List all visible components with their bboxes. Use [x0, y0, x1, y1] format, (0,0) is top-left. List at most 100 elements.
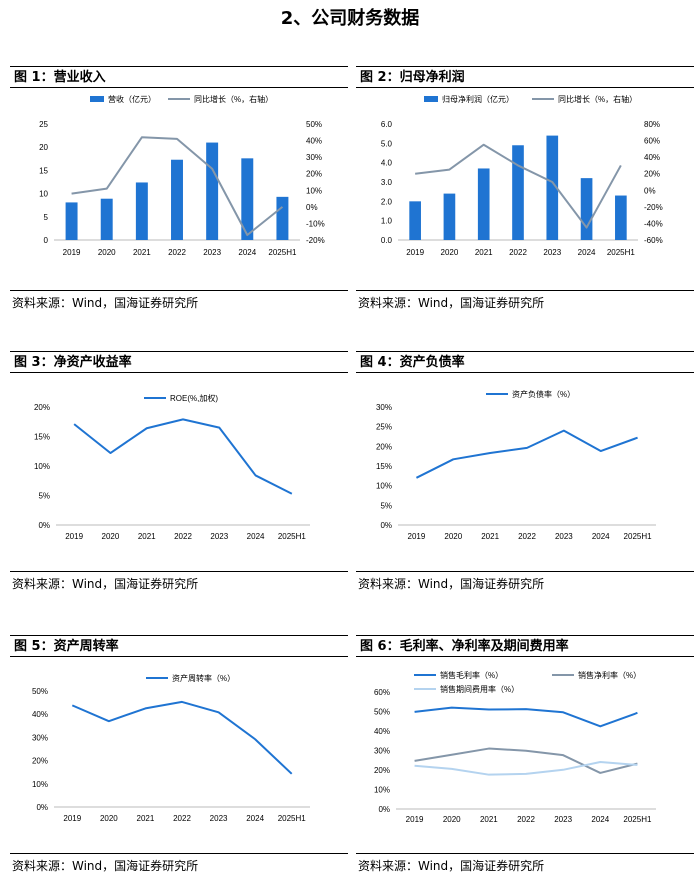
- x-tick-label: 2020: [443, 815, 461, 824]
- figure-2-chart: 0.0 1.0 2.0 3.0 4.0 5.0 6.0 -60% -40% -20% 0% 20% 40…: [381, 94, 663, 257]
- bar: [615, 195, 627, 240]
- y-tick-label: 0%: [36, 803, 48, 812]
- x-tick-label: 2025H1: [607, 248, 636, 257]
- x-tick-label: 2024: [592, 532, 610, 541]
- x-tick-label: 2022: [518, 532, 536, 541]
- figure-title: 图 4：资产负债率: [356, 351, 694, 373]
- y-tick-label: 2.0: [381, 197, 393, 206]
- x-tick-label: 2021: [137, 814, 155, 823]
- y2-tick-label: 10%: [306, 186, 322, 195]
- y-tick-label: 1.0: [381, 217, 393, 226]
- x-tick-label: 2023: [210, 814, 228, 823]
- series-line: [71, 700, 293, 775]
- y-tick-label: 40%: [374, 727, 390, 736]
- y-tick-label: 30%: [32, 733, 48, 742]
- x-tick-label: 2019: [406, 248, 424, 257]
- y-tick-label: 20%: [32, 757, 48, 766]
- x-tick-label: 2024: [246, 814, 264, 823]
- figure-title: 图 6：毛利率、净利率及期间费用率: [356, 635, 694, 657]
- y2-tick-label: -20%: [644, 203, 663, 212]
- bar: [409, 201, 421, 240]
- y2-tick-label: 50%: [306, 120, 322, 129]
- series-line: [73, 418, 293, 495]
- y2-tick-label: 80%: [644, 120, 660, 129]
- figure-4-chart: 0% 5% 10% 15% 20% 25% 30% 2019 2020 2021 2022 2023 2…: [376, 389, 656, 541]
- y2-tick-label: -10%: [306, 219, 325, 228]
- legend-label: 资产周转率（%）: [172, 673, 235, 683]
- series-line: [415, 429, 638, 479]
- x-tick-label: 2021: [481, 532, 499, 541]
- figure-4-panel: 图 4：资产负债率 0% 5% 10% 15% 20% 25% 30% 2019 2020 202…: [356, 351, 694, 601]
- y-tick-label: 25: [39, 120, 48, 129]
- y-tick-label: 20: [39, 143, 48, 152]
- legend-label: 同比增长（%，右轴）: [558, 94, 637, 104]
- x-tick-label: 2023: [203, 248, 221, 257]
- x-tick-label: 2023: [210, 532, 228, 541]
- y-tick-label: 10%: [376, 482, 392, 491]
- bar: [171, 159, 183, 240]
- x-tick-label: 2022: [168, 248, 186, 257]
- figure-6-panel: 图 6：毛利率、净利率及期间费用率 0% 10% 20% 30% 40% 50% 60% 20…: [356, 635, 694, 882]
- y2-tick-label: 0%: [306, 203, 318, 212]
- y-tick-label: 5.0: [381, 139, 393, 148]
- y-tick-label: 15: [39, 166, 48, 175]
- y-tick-label: 40%: [32, 710, 48, 719]
- y-tick-label: 15%: [34, 433, 50, 442]
- bar: [65, 202, 78, 240]
- figure-source: 资料来源：Wind，国海证券研究所: [356, 853, 694, 874]
- bar: [546, 135, 559, 240]
- x-tick-label: 2019: [408, 532, 426, 541]
- x-tick-label: 2025H1: [624, 532, 653, 541]
- x-tick-label: 2021: [133, 248, 151, 257]
- bar: [443, 193, 456, 240]
- figure-source: 资料来源：Wind，国海证券研究所: [356, 571, 694, 592]
- y-tick-label: 10%: [32, 780, 48, 789]
- y-tick-label: 50%: [32, 687, 48, 696]
- y2-tick-label: 20%: [644, 170, 660, 179]
- x-tick-label: 2020: [441, 248, 459, 257]
- figure-source: 资料来源：Wind，国海证券研究所: [10, 290, 348, 311]
- x-tick-label: 2019: [65, 532, 83, 541]
- legend-label: 销售净利率（%）: [578, 670, 641, 680]
- bar: [206, 142, 219, 240]
- x-tick-label: 2021: [138, 532, 156, 541]
- bar: [512, 145, 524, 240]
- y-tick-label: 25%: [376, 423, 392, 432]
- x-tick-label: 2024: [591, 815, 609, 824]
- y-tick-label: 15%: [376, 462, 392, 471]
- y-tick-label: 3.0: [381, 178, 393, 187]
- bar: [100, 198, 113, 240]
- x-tick-label: 2020: [100, 814, 118, 823]
- x-tick-label: 2025H1: [278, 814, 307, 823]
- y-tick-label: 5%: [380, 501, 392, 510]
- y-tick-label: 0.0: [381, 236, 393, 245]
- figure-6-chart: 0% 10% 20% 30% 40% 50% 60% 2019 2020 2021 2022 2023…: [374, 670, 656, 824]
- x-tick-label: 2021: [480, 815, 498, 824]
- bar: [135, 182, 148, 240]
- y-tick-label: 0%: [38, 521, 50, 530]
- x-tick-label: 2020: [102, 532, 120, 541]
- legend-label: 营收（亿元）: [108, 94, 156, 104]
- y2-tick-label: -40%: [644, 219, 663, 228]
- x-tick-label: 2024: [578, 248, 596, 257]
- figure-5-chart: 0% 10% 20% 30% 40% 50% 2019 2020 2021 2022 2023 202…: [32, 673, 310, 823]
- y-tick-label: 20%: [376, 442, 392, 451]
- y-tick-label: 30%: [376, 403, 392, 412]
- x-tick-label: 2019: [406, 815, 424, 824]
- figure-2-panel: 图 2：归母净利润 0.0 1.0 2.0 3.0 4.0 5.0 6.0 -60% -40% -…: [356, 66, 694, 316]
- bar: [580, 178, 593, 240]
- x-tick-label: 2025H1: [268, 248, 297, 257]
- x-tick-label: 2022: [173, 814, 191, 823]
- figure-1-panel: 图 1：营业收入 0 5 10 15 20 25 -20% -10% 0% 10% 20% 30% 40…: [10, 66, 348, 316]
- x-tick-label: 2022: [174, 532, 192, 541]
- legend-label: 销售毛利率（%）: [440, 670, 503, 680]
- series-line: [414, 706, 638, 728]
- y2-tick-label: 0%: [644, 186, 656, 195]
- figure-title: 图 2：归母净利润: [356, 66, 694, 88]
- y-tick-label: 10%: [374, 786, 390, 795]
- y2-tick-label: 30%: [306, 153, 322, 162]
- y-tick-label: 0: [44, 236, 49, 245]
- figure-1-chart: 0 5 10 15 20 25 -20% -10% 0% 10% 20% 30% 40% 50% 2019 2…: [39, 94, 325, 257]
- figure-source: 资料来源：Wind，国海证券研究所: [10, 853, 348, 874]
- x-tick-label: 2019: [63, 248, 81, 257]
